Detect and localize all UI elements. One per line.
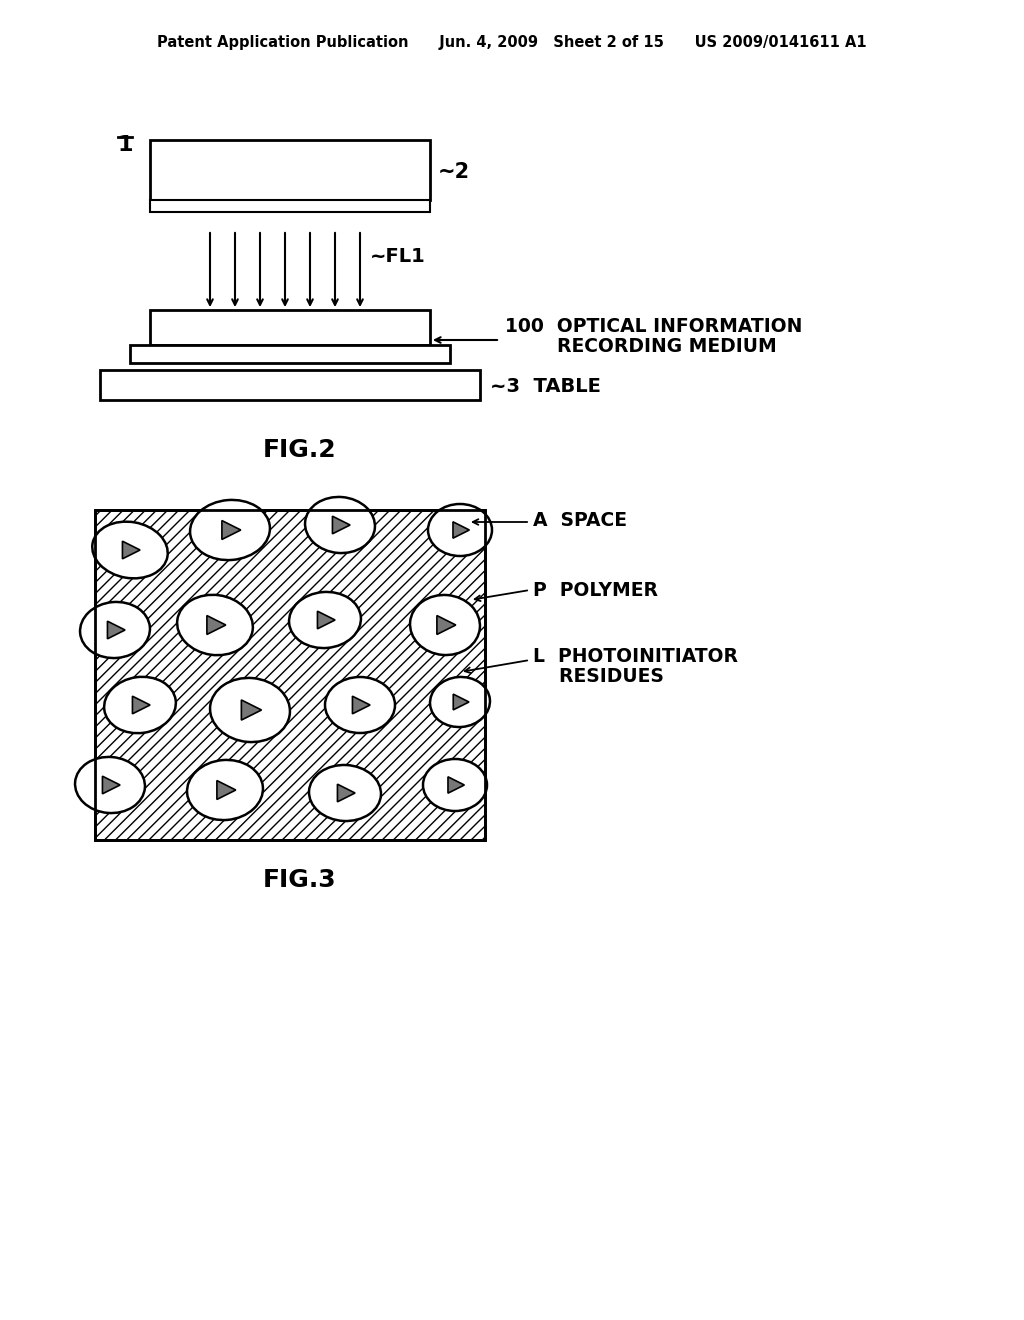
Text: FIG.2: FIG.2 xyxy=(263,438,337,462)
Ellipse shape xyxy=(289,591,360,648)
Bar xyxy=(95,510,485,840)
Bar xyxy=(100,370,480,400)
Polygon shape xyxy=(454,694,469,710)
Text: Patent Application Publication      Jun. 4, 2009   Sheet 2 of 15      US 2009/01: Patent Application Publication Jun. 4, 2… xyxy=(158,36,866,50)
Polygon shape xyxy=(447,776,464,793)
Polygon shape xyxy=(207,615,226,635)
Ellipse shape xyxy=(210,678,290,742)
Ellipse shape xyxy=(190,500,270,560)
Text: 100  OPTICAL INFORMATION: 100 OPTICAL INFORMATION xyxy=(505,318,803,337)
Bar xyxy=(150,140,430,201)
Text: P  POLYMER: P POLYMER xyxy=(534,581,658,599)
Text: FIG.3: FIG.3 xyxy=(263,869,337,892)
Ellipse shape xyxy=(80,602,150,659)
Polygon shape xyxy=(338,784,355,801)
Polygon shape xyxy=(352,696,370,714)
Bar xyxy=(95,510,485,840)
Text: ~FL1: ~FL1 xyxy=(370,248,426,267)
Ellipse shape xyxy=(177,595,253,655)
Polygon shape xyxy=(437,615,456,635)
Text: L  PHOTOINITIATOR: L PHOTOINITIATOR xyxy=(534,648,738,667)
Polygon shape xyxy=(317,611,335,628)
Polygon shape xyxy=(132,696,151,714)
Ellipse shape xyxy=(75,756,145,813)
Polygon shape xyxy=(123,541,140,558)
Text: RECORDING MEDIUM: RECORDING MEDIUM xyxy=(505,338,777,356)
Text: A  SPACE: A SPACE xyxy=(534,511,627,529)
Ellipse shape xyxy=(428,504,492,556)
Text: ~3  TABLE: ~3 TABLE xyxy=(490,376,601,396)
Polygon shape xyxy=(222,520,241,540)
Text: ~2: ~2 xyxy=(438,162,470,182)
Text: RESIDUES: RESIDUES xyxy=(534,668,664,686)
Ellipse shape xyxy=(423,759,487,810)
Polygon shape xyxy=(108,622,125,639)
Polygon shape xyxy=(102,776,120,793)
Polygon shape xyxy=(242,700,261,721)
Bar xyxy=(150,201,430,213)
Ellipse shape xyxy=(104,677,176,733)
Text: 1: 1 xyxy=(118,135,133,154)
Bar xyxy=(130,345,450,363)
Polygon shape xyxy=(333,516,350,533)
Polygon shape xyxy=(453,521,469,539)
Ellipse shape xyxy=(430,677,489,727)
Polygon shape xyxy=(217,780,236,800)
Ellipse shape xyxy=(410,595,480,655)
Ellipse shape xyxy=(309,766,381,821)
Bar xyxy=(150,310,430,345)
Ellipse shape xyxy=(187,760,263,820)
Ellipse shape xyxy=(325,677,395,733)
Ellipse shape xyxy=(92,521,168,578)
Ellipse shape xyxy=(305,496,375,553)
